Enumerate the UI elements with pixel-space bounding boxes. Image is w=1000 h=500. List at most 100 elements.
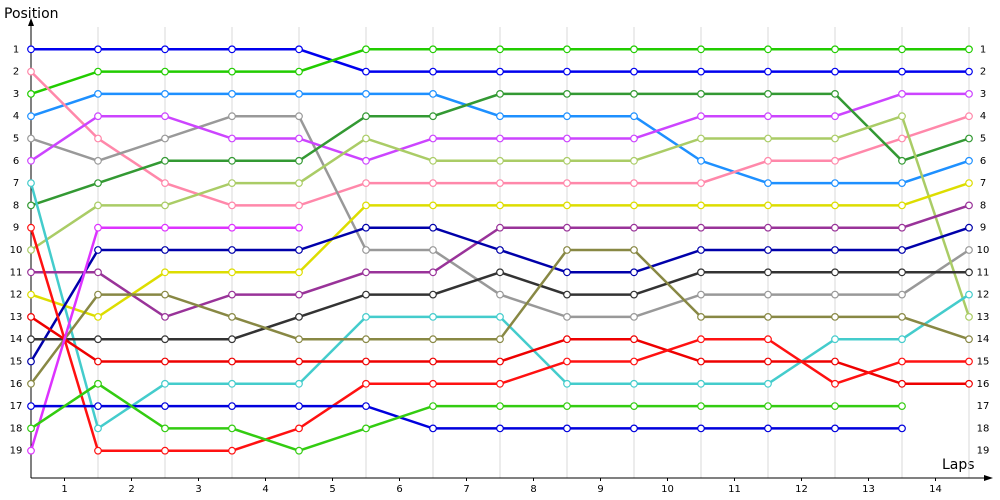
- lap-marker: [563, 379, 571, 388]
- lap-marker: [697, 134, 705, 143]
- lap-marker: [898, 357, 906, 366]
- series-line: [30, 382, 902, 453]
- lap-marker: [295, 134, 303, 143]
- lap-marker: [295, 112, 303, 121]
- lap-marker: [898, 246, 906, 254]
- lap-marker: [898, 290, 906, 299]
- lap-marker: [27, 156, 35, 165]
- y-tick-label: 16: [10, 379, 23, 390]
- lap-marker: [429, 402, 437, 411]
- lap-marker: [630, 424, 638, 433]
- lap-marker: [429, 156, 437, 165]
- lap-marker: [496, 45, 504, 54]
- x-tick-label: 10: [661, 484, 674, 495]
- lap-marker: [94, 446, 102, 455]
- lap-marker: [831, 45, 839, 54]
- lap-marker: [429, 223, 437, 232]
- lap-marker: [965, 156, 973, 165]
- lap-marker: [161, 89, 169, 98]
- lap-marker: [630, 134, 638, 143]
- lap-marker: [27, 179, 35, 188]
- y-tick-label-right: 19: [977, 446, 990, 457]
- lap-marker: [831, 379, 839, 388]
- lap-marker: [362, 402, 370, 411]
- lap-marker: [898, 156, 906, 165]
- lap-marker: [764, 134, 772, 143]
- lap-marker: [362, 246, 370, 254]
- lap-marker: [496, 379, 504, 388]
- lap-marker: [831, 313, 839, 321]
- lap-marker: [496, 357, 504, 366]
- lap-marker: [831, 67, 839, 76]
- lap-marker: [161, 45, 169, 54]
- lap-marker: [563, 89, 571, 98]
- y-tick-label-right: 16: [977, 379, 990, 390]
- lap-marker: [496, 335, 504, 344]
- lap-marker: [697, 335, 705, 344]
- lap-marker: [94, 156, 102, 165]
- lap-marker: [295, 179, 303, 188]
- y-tick-label-right: 12: [977, 290, 990, 301]
- lap-marker: [630, 201, 638, 210]
- series-line: [31, 404, 902, 430]
- lap-marker: [496, 156, 504, 165]
- lap-marker: [161, 134, 169, 143]
- lap-marker: [898, 67, 906, 76]
- y-tick-label: 4: [13, 111, 19, 122]
- lap-marker: [161, 379, 169, 388]
- lap-marker: [161, 179, 169, 188]
- lap-marker: [630, 268, 638, 277]
- x-tick-label: 14: [929, 484, 942, 495]
- x-axis-label: Laps: [942, 457, 975, 473]
- lap-marker: [764, 357, 772, 366]
- lap-marker: [27, 112, 35, 121]
- lap-marker: [429, 357, 437, 366]
- lap-marker: [630, 290, 638, 299]
- lap-marker: [563, 112, 571, 121]
- lap-marker: [161, 335, 169, 344]
- lap-marker: [764, 268, 772, 277]
- lap-marker: [496, 112, 504, 121]
- y-tick-label: 2: [13, 67, 19, 78]
- lap-marker: [831, 223, 839, 232]
- y-tick-label: 14: [10, 334, 23, 345]
- lap-marker: [697, 201, 705, 210]
- lap-marker: [295, 268, 303, 277]
- lap-marker: [496, 179, 504, 188]
- lap-marker: [563, 45, 571, 54]
- lap-marker: [228, 223, 236, 232]
- lap-marker: [362, 134, 370, 143]
- lap-marker: [965, 313, 973, 321]
- y-tick-label-right: 10: [977, 245, 990, 256]
- lap-marker: [496, 223, 504, 232]
- lap-marker: [764, 402, 772, 411]
- lap-marker: [898, 335, 906, 344]
- lap-marker: [630, 246, 638, 254]
- lap-marker: [362, 45, 370, 54]
- lap-marker: [831, 134, 839, 143]
- lap-marker: [429, 268, 437, 277]
- lap-marker: [697, 268, 705, 277]
- lap-marker: [630, 112, 638, 121]
- y-tick-label: 1: [13, 44, 19, 55]
- lap-marker: [764, 379, 772, 388]
- lap-marker: [563, 268, 571, 277]
- lap-marker: [965, 179, 973, 188]
- lap-marker: [94, 379, 102, 388]
- lap-marker: [161, 313, 169, 321]
- lap-marker: [362, 201, 370, 210]
- lap-marker: [697, 313, 705, 321]
- lap-marker: [563, 223, 571, 232]
- lap-marker: [362, 156, 370, 165]
- y-tick-label: 6: [13, 156, 19, 167]
- lap-marker: [228, 313, 236, 321]
- lap-marker: [563, 134, 571, 143]
- lap-marker: [295, 89, 303, 98]
- lap-marker: [228, 156, 236, 165]
- lap-marker: [831, 179, 839, 188]
- lap-marker: [898, 424, 906, 433]
- lap-marker: [295, 424, 303, 433]
- lap-marker: [27, 446, 35, 455]
- lap-marker: [697, 402, 705, 411]
- lap-marker: [362, 89, 370, 98]
